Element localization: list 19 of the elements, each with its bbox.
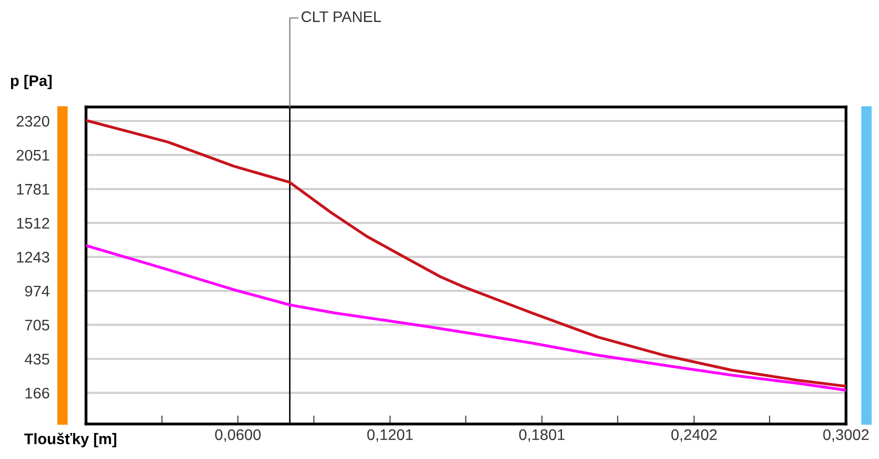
y-tick-label: 974	[25, 286, 50, 297]
y-tick-label: 2051	[16, 150, 50, 161]
y-tick-label: 1243	[17, 252, 50, 263]
x-tick-label: 0,2402	[671, 429, 717, 442]
x-tick-label: 0,0600	[215, 429, 261, 442]
line-series	[86, 118, 846, 388]
ref-line-label: CLT PANEL	[302, 11, 381, 22]
y-tick-label: 2320	[16, 116, 50, 127]
x-tick-label: 0,1201	[367, 429, 413, 442]
x-axis-title: Tloušťky [m]	[24, 432, 116, 448]
line-series	[86, 244, 846, 392]
x-tick-label: 0,3002	[823, 429, 869, 442]
y-tick-label: 1512	[17, 218, 50, 229]
y-tick-label: 166	[26, 388, 50, 399]
y-tick-label: 705	[25, 320, 50, 330]
x-tick-label: 0,1801	[519, 429, 565, 442]
y-axis-title: p [Pa]	[11, 74, 52, 90]
y-tick-label: 435	[24, 354, 50, 365]
y-tick-label: 1781	[17, 184, 50, 195]
